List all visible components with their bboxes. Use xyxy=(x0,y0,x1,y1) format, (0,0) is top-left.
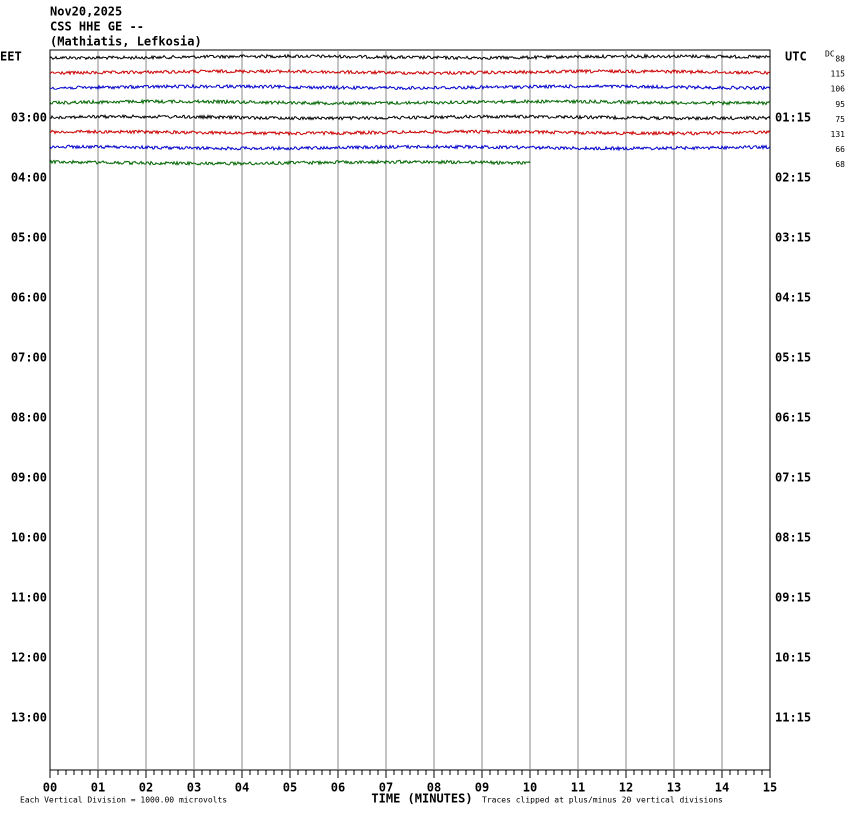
right-time-label: 04:15 xyxy=(775,291,811,305)
clip-note: Traces clipped at plus/minus 20 vertical… xyxy=(482,796,723,805)
x-tick-label: 13 xyxy=(667,781,681,795)
x-tick-label: 12 xyxy=(619,781,633,795)
x-tick-label: 07 xyxy=(379,781,393,795)
right-time-label: 05:15 xyxy=(775,351,811,365)
x-tick-label: 00 xyxy=(43,781,57,795)
left-time-label: 12:00 xyxy=(11,651,47,665)
right-time-label: 09:15 xyxy=(775,591,811,605)
trace xyxy=(49,98,771,107)
trace xyxy=(49,129,771,137)
right-time-label: 03:15 xyxy=(775,231,811,245)
left-time-label: 05:00 xyxy=(11,231,47,245)
left-time-label: 13:00 xyxy=(11,711,47,725)
left-time-label: 10:00 xyxy=(11,531,47,545)
x-tick-label: 08 xyxy=(427,781,441,795)
dc-value: 75 xyxy=(835,115,845,124)
left-time-label: 06:00 xyxy=(11,291,47,305)
trace xyxy=(49,83,771,91)
trace xyxy=(49,113,771,121)
dc-value: 95 xyxy=(835,100,845,109)
x-tick-label: 06 xyxy=(331,781,345,795)
trace xyxy=(49,144,771,152)
left-time-label: 07:00 xyxy=(11,351,47,365)
right-time-label: 02:15 xyxy=(775,171,811,185)
x-tick-label: 10 xyxy=(523,781,537,795)
trace xyxy=(49,53,771,61)
date: Nov20,2025 xyxy=(50,5,122,19)
trace xyxy=(49,68,771,76)
left-time-label: 11:00 xyxy=(11,591,47,605)
location: (Mathiatis, Lefkosia) xyxy=(50,35,202,49)
scale-note: Each Vertical Division = 1000.00 microvo… xyxy=(20,796,227,805)
dc-value: 88 xyxy=(835,55,845,64)
left-time-label: 09:00 xyxy=(11,471,47,485)
dc-value: 106 xyxy=(831,85,846,94)
right-time-label: 07:15 xyxy=(775,471,811,485)
x-axis-title: TIME (MINUTES) xyxy=(371,792,472,806)
x-tick-label: 04 xyxy=(235,781,249,795)
right-zone: UTC xyxy=(785,50,807,64)
right-time-label: 08:15 xyxy=(775,531,811,545)
left-zone: EET xyxy=(0,50,22,64)
dc-value: 115 xyxy=(831,70,846,79)
left-time-label: 03:00 xyxy=(11,111,47,125)
dc-value: 66 xyxy=(835,145,845,154)
right-time-label: 10:15 xyxy=(775,651,811,665)
x-tick-label: 05 xyxy=(283,781,297,795)
x-tick-label: 11 xyxy=(571,781,585,795)
dc-value: 68 xyxy=(835,160,845,169)
right-time-label: 11:15 xyxy=(775,711,811,725)
right-time-label: 06:15 xyxy=(775,411,811,425)
x-tick-label: 09 xyxy=(475,781,489,795)
left-time-label: 08:00 xyxy=(11,411,47,425)
dc-value: 131 xyxy=(831,130,846,139)
trace xyxy=(49,159,531,167)
x-tick-label: 02 xyxy=(139,781,153,795)
x-tick-label: 14 xyxy=(715,781,729,795)
right-time-label: 01:15 xyxy=(775,111,811,125)
x-tick-label: 15 xyxy=(763,781,777,795)
x-tick-label: 01 xyxy=(91,781,105,795)
channel: CSS HHE GE -- xyxy=(50,20,144,34)
x-tick-label: 03 xyxy=(187,781,201,795)
left-time-label: 04:00 xyxy=(11,171,47,185)
dc-title: DC xyxy=(825,50,835,59)
